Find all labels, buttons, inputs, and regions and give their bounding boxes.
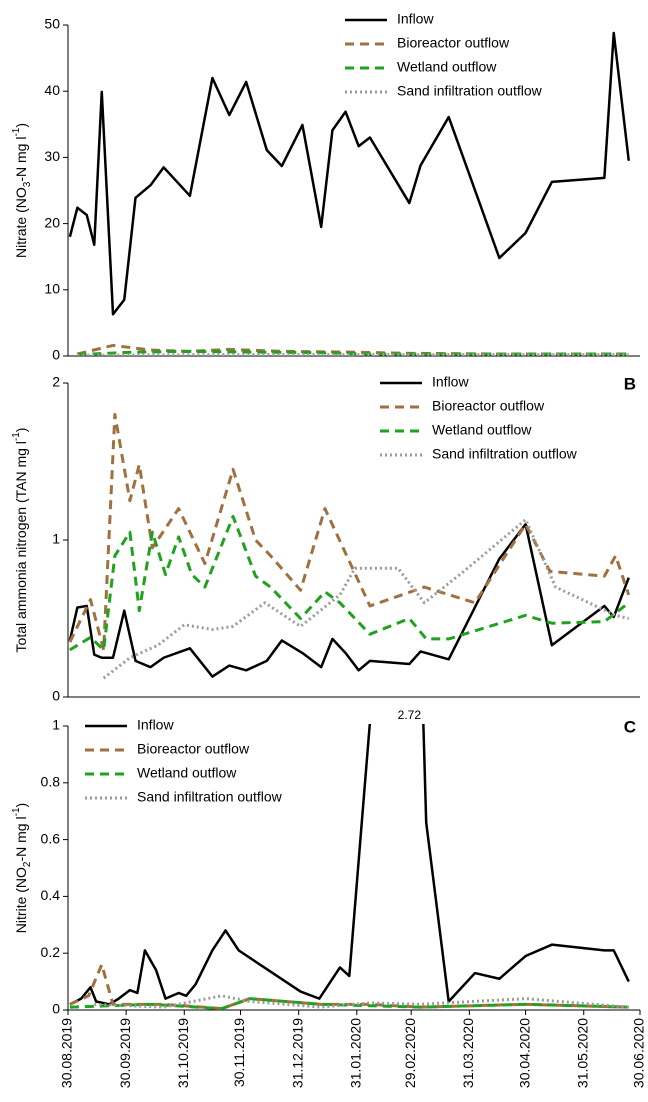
legend-label: Bioreactor outflow bbox=[137, 741, 250, 757]
x-tick-label: 31.12.2019 bbox=[289, 1018, 305, 1088]
y-axis-label-part: 3 bbox=[22, 181, 33, 187]
y-axis-label-part: -1 bbox=[11, 127, 22, 136]
legend-label: Sand infiltration outflow bbox=[137, 789, 283, 805]
legend-label: Inflow bbox=[137, 717, 174, 733]
y-tick-label: 50 bbox=[44, 16, 60, 32]
y-axis-label: Total ammonia nitrogen (TAN mg l-1) bbox=[11, 428, 29, 653]
legend-label: Bioreactor outflow bbox=[432, 398, 545, 414]
legend-label: Inflow bbox=[397, 11, 434, 27]
x-tick-label: 30.11.2019 bbox=[231, 1018, 247, 1087]
x-tick-label: 30.06.2020 bbox=[631, 1018, 647, 1088]
series-line bbox=[69, 963, 629, 1010]
series-line bbox=[102, 518, 630, 680]
y-tick-label: 2 bbox=[52, 374, 60, 390]
y-tick-label: 1 bbox=[52, 531, 60, 547]
x-tick-label: 30.08.2019 bbox=[59, 1018, 75, 1088]
y-tick-label: 0 bbox=[52, 1001, 60, 1017]
x-tick-label: 31.05.2020 bbox=[574, 1018, 590, 1088]
x-tick-label: 31.03.2020 bbox=[460, 1018, 476, 1088]
x-tick-label: 30.04.2020 bbox=[516, 1018, 532, 1088]
legend-label: Sand infiltration outflow bbox=[397, 83, 543, 99]
panel-label: C bbox=[624, 717, 636, 736]
y-axis-label-part: -1 bbox=[11, 807, 22, 816]
series-line bbox=[77, 353, 629, 356]
y-tick-label: 0.4 bbox=[41, 887, 61, 903]
y-tick-label: 0 bbox=[52, 688, 60, 704]
y-tick-label: 0.6 bbox=[41, 830, 61, 846]
y-tick-label: 10 bbox=[44, 281, 60, 297]
series-line bbox=[69, 514, 630, 652]
series-line bbox=[68, 412, 631, 652]
y-tick-label: 0.8 bbox=[41, 774, 61, 790]
series-line bbox=[69, 724, 630, 1006]
y-axis-label-part: Total ammonia nitrogen (TAN mg l bbox=[13, 441, 29, 652]
y-tick-label: 1 bbox=[52, 717, 60, 733]
y-axis-label-part: -N mg l bbox=[13, 137, 29, 182]
x-tick-label: 29.02.2020 bbox=[402, 1018, 418, 1088]
series-line bbox=[68, 523, 630, 678]
legend-label: Wetland outflow bbox=[397, 59, 497, 75]
x-tick-label: 31.01.2020 bbox=[348, 1018, 364, 1088]
x-tick-label: 31.10.2019 bbox=[175, 1018, 191, 1088]
legend-label: Bioreactor outflow bbox=[397, 35, 510, 51]
legend-label: Wetland outflow bbox=[432, 422, 532, 438]
legend-label: Inflow bbox=[432, 374, 469, 390]
y-tick-label: 0 bbox=[52, 347, 60, 363]
y-tick-label: 0.2 bbox=[41, 944, 61, 960]
y-tick-label: 20 bbox=[44, 214, 60, 230]
y-axis-label-part: -1 bbox=[11, 432, 22, 441]
y-axis-label-part: ) bbox=[13, 123, 29, 128]
y-axis-label: Nitrite (NO2-N mg l-1) bbox=[11, 803, 33, 933]
y-axis-label-part: Nitrate (NO bbox=[13, 187, 29, 258]
data-label: 2.72 bbox=[398, 708, 422, 722]
y-axis-label-part: ) bbox=[13, 428, 29, 433]
y-axis-label: Nitrate (NO3-N mg l-1) bbox=[11, 123, 33, 258]
legend-label: Wetland outflow bbox=[137, 765, 237, 781]
x-tick-label: 30.09.2019 bbox=[117, 1018, 133, 1088]
panel-label: B bbox=[624, 374, 636, 393]
y-axis-label-part: Nitrite (NO bbox=[13, 867, 29, 933]
y-axis-label-part: ) bbox=[13, 803, 29, 808]
series-line bbox=[77, 349, 629, 356]
y-axis-label-part: 2 bbox=[22, 861, 33, 867]
series-line bbox=[68, 31, 630, 316]
y-axis-label-part: -N mg l bbox=[13, 816, 29, 861]
y-tick-label: 30 bbox=[44, 148, 60, 164]
y-tick-label: 40 bbox=[44, 82, 60, 98]
legend-label: Sand infiltration outflow bbox=[432, 446, 578, 462]
series-line bbox=[69, 997, 629, 1010]
